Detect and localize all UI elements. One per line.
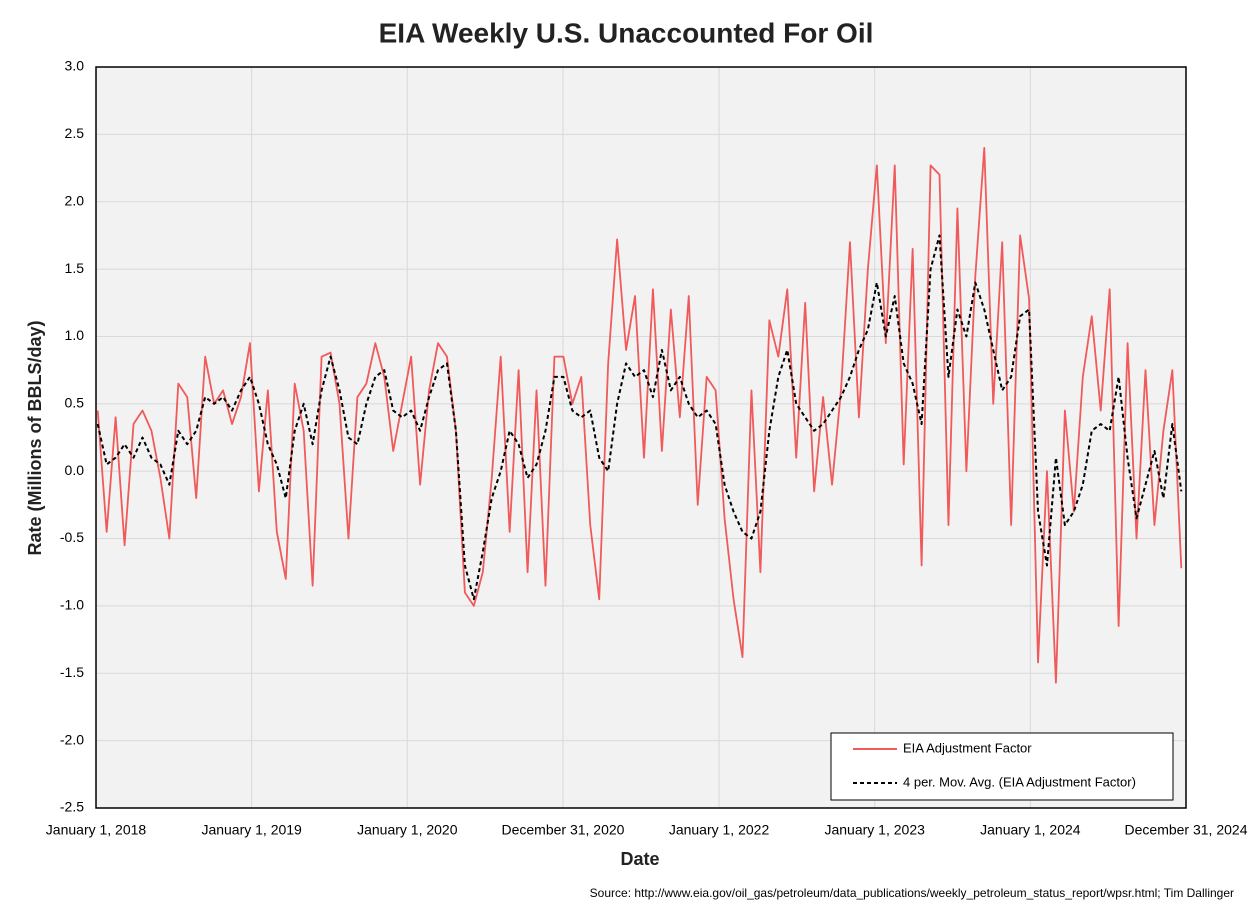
y-tick-label: 0.0 — [65, 462, 85, 478]
x-tick-label: December 31, 2020 — [501, 822, 624, 838]
x-tick-label: January 1, 2018 — [46, 822, 147, 838]
y-tick-label: -1.5 — [60, 664, 84, 680]
y-tick-label: -1.0 — [60, 597, 84, 613]
chart-title: EIA Weekly U.S. Unaccounted For Oil — [379, 17, 874, 48]
y-tick-label: 2.5 — [65, 125, 85, 141]
y-tick-label: 1.0 — [65, 327, 85, 343]
series-line — [96, 146, 1183, 684]
y-tick-label: -0.5 — [60, 529, 84, 545]
x-tick-label: January 1, 2023 — [824, 822, 925, 838]
legend-label: 4 per. Mov. Avg. (EIA Adjustment Factor) — [903, 774, 1136, 789]
legend-box — [830, 732, 1174, 801]
series-line — [96, 234, 1183, 601]
legend-label: EIA Adjustment Factor — [903, 740, 1032, 755]
x-axis-title: Date — [620, 849, 659, 869]
x-tick-label: January 1, 2019 — [201, 822, 302, 838]
plot-area — [96, 67, 1186, 808]
y-tick-label: 0.5 — [65, 395, 85, 411]
y-tick-label: 2.0 — [65, 192, 85, 208]
x-tick-label: December 31, 2024 — [1125, 822, 1248, 838]
x-tick-label: January 1, 2020 — [357, 822, 458, 838]
plot-frame — [95, 66, 1187, 809]
x-tick-label: January 1, 2022 — [669, 822, 770, 838]
y-tick-label: 3.0 — [65, 58, 85, 74]
y-tick-label: 1.5 — [65, 260, 85, 276]
y-axis-title: Rate (Millions of BBLS/day) — [25, 320, 45, 555]
y-tick-label: -2.5 — [60, 799, 84, 815]
source-note: Source: http://www.eia.gov/oil_gas/petro… — [590, 886, 1234, 900]
x-tick-label: January 1, 2024 — [980, 822, 1081, 838]
y-tick-label: -2.0 — [60, 731, 84, 747]
